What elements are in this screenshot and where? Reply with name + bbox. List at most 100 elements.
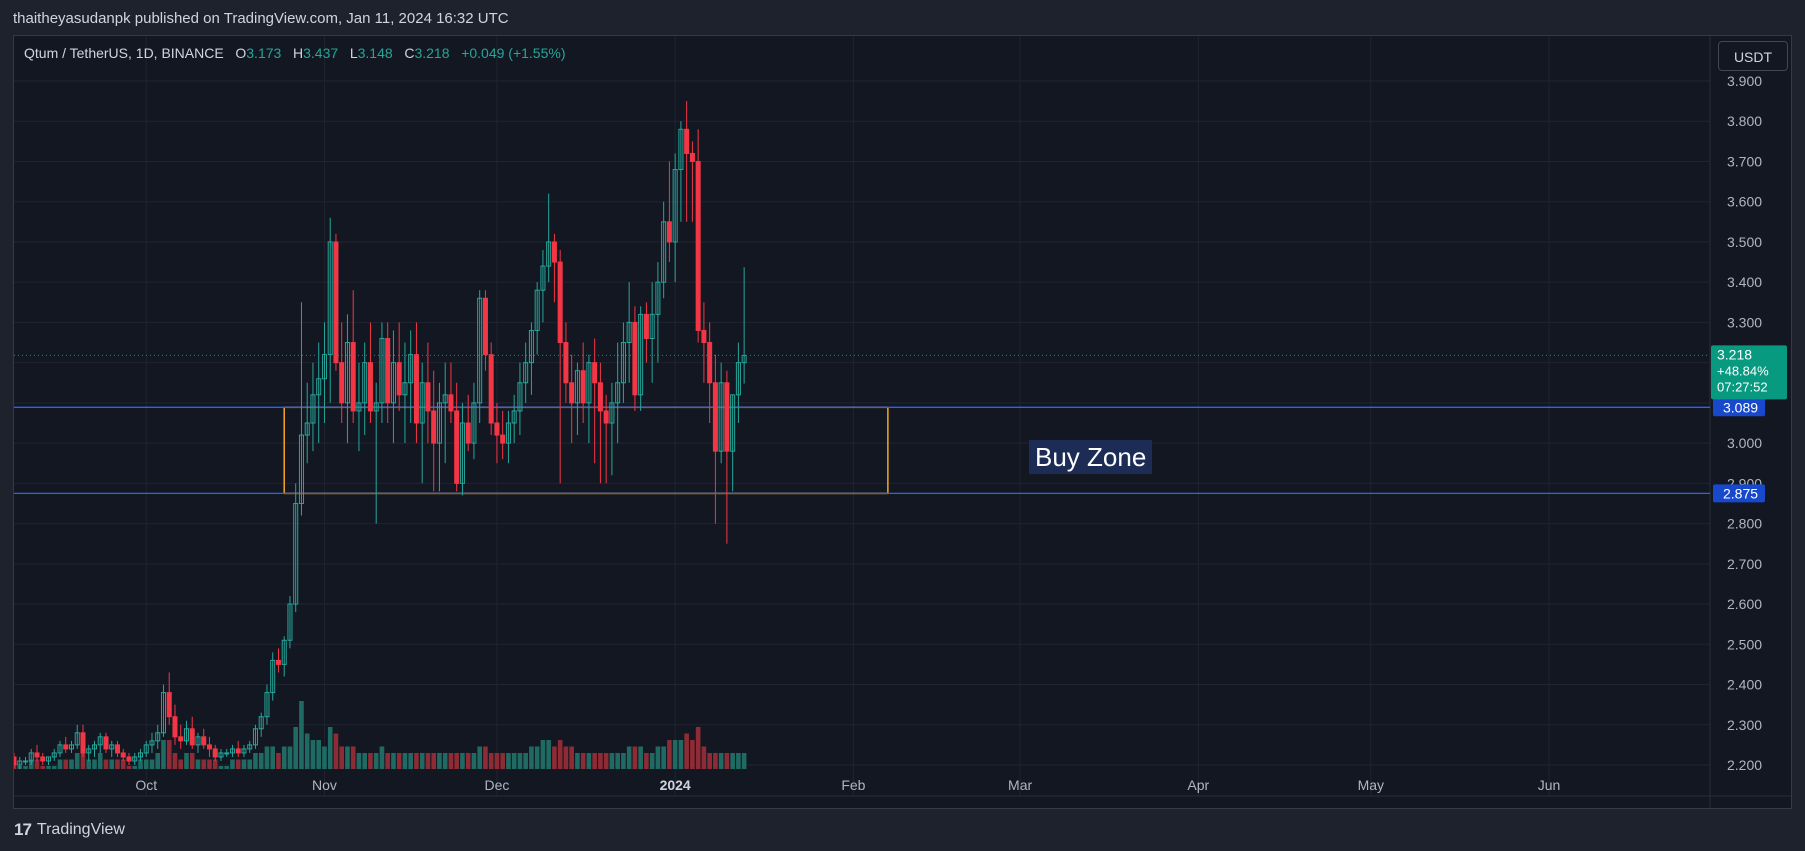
candle-body	[91, 744, 98, 750]
candle-body	[482, 297, 488, 356]
candle-body	[712, 382, 718, 452]
chart-panel[interactable]: 2.200 2.300 2.400 2.500 2.600 2.700 2.800 2.900…	[13, 35, 1792, 809]
volume-bar	[718, 753, 724, 769]
y-tick-label: 2.400	[1727, 677, 1762, 693]
candle-body	[436, 402, 442, 444]
candle-body	[592, 362, 598, 384]
candle-body	[103, 736, 109, 750]
y-tick-label: 2.200	[1727, 757, 1762, 773]
volume-bar	[471, 753, 477, 769]
candle-body	[74, 732, 80, 746]
candle-body	[540, 265, 546, 291]
level-badge	[1713, 398, 1765, 417]
candle-body	[701, 329, 707, 344]
volume-bar	[506, 753, 511, 769]
volume-bar	[402, 753, 408, 769]
x-tick-label: Nov	[312, 777, 337, 793]
y-tick-label: 3.800	[1727, 113, 1762, 129]
x-tick-label: Mar	[1008, 777, 1032, 793]
candle-body	[431, 410, 437, 444]
candle-body	[741, 354, 747, 364]
candle-body	[34, 752, 40, 758]
volume-bar	[701, 746, 707, 769]
candlestick-chart[interactable]: 2.2002.3002.4002.5002.6002.7002.8002.900…	[14, 36, 1791, 808]
volume-bar	[695, 727, 701, 769]
volume-bar	[609, 753, 615, 769]
candle-body	[212, 748, 218, 758]
candle-body	[195, 736, 201, 746]
candle-body	[620, 342, 626, 384]
candle-body	[189, 728, 195, 746]
candle-body	[603, 410, 609, 424]
volume-bar	[247, 759, 253, 769]
candle-body	[316, 378, 322, 396]
volume-bar	[46, 766, 51, 769]
candle-body	[132, 756, 138, 762]
candle-body	[183, 728, 189, 742]
candle-body	[471, 402, 477, 444]
candle-body	[344, 342, 350, 404]
candle-body	[385, 338, 391, 404]
volume-bar	[500, 753, 505, 769]
y-tick-label: 3.900	[1727, 73, 1762, 89]
volume-bar	[546, 740, 551, 769]
legend-high-label: H	[292, 45, 304, 61]
candle-body	[367, 362, 373, 412]
candle-body	[241, 748, 247, 754]
volume-bar	[529, 746, 534, 769]
candle-body	[528, 329, 534, 364]
candle-body	[304, 422, 310, 436]
x-tick-label: Feb	[841, 777, 865, 793]
volume-bar	[333, 733, 339, 769]
volume-bar	[189, 753, 195, 769]
volume-bar	[557, 740, 563, 769]
y-tick-label: 2.800	[1727, 516, 1762, 532]
candle-body	[494, 422, 500, 436]
candle-body	[68, 744, 75, 750]
y-tick-label: 3.600	[1727, 194, 1762, 210]
candle-body	[333, 241, 339, 364]
level-badge	[1713, 484, 1765, 503]
level-badge-label: 2.875	[1723, 485, 1758, 501]
volume-bar	[626, 746, 632, 769]
volume-bar	[212, 759, 218, 769]
volume-bar	[431, 753, 436, 769]
volume-bar	[166, 740, 172, 769]
volume-bar	[143, 759, 149, 769]
volume-bar	[442, 753, 448, 769]
candle-body	[442, 394, 448, 404]
candle-body	[258, 716, 264, 730]
tradingview-logo-icon: 17	[14, 820, 32, 839]
candle-body	[574, 370, 580, 404]
volume-bar	[684, 733, 689, 769]
candle-body	[63, 744, 69, 750]
candle-body	[160, 692, 166, 734]
currency-button[interactable]: USDT	[1718, 41, 1788, 71]
candle-body	[149, 740, 155, 746]
candle-body	[137, 752, 143, 758]
candle-body	[390, 362, 396, 404]
y-tick-label: 3.500	[1727, 234, 1762, 250]
bar-countdown: 07:27:52	[1717, 379, 1768, 394]
volume-bar	[494, 753, 500, 769]
y-tick-label: 3.000	[1727, 435, 1762, 451]
candle-body	[695, 160, 701, 331]
volume-bar	[690, 740, 695, 769]
tradingview-logo[interactable]: 17 TradingView	[14, 820, 125, 840]
candle-body	[643, 313, 649, 340]
volume-bar	[644, 753, 649, 769]
candle-body	[281, 639, 287, 665]
volume-bar	[603, 753, 609, 769]
volume-bar	[661, 746, 666, 769]
candle-body	[166, 692, 172, 718]
candle-body	[557, 261, 563, 344]
candle-body	[505, 422, 511, 444]
candle-body	[448, 394, 454, 412]
volume-bar	[103, 759, 109, 769]
x-tick-label: 2024	[660, 777, 691, 793]
x-tick-label: May	[1358, 777, 1384, 793]
candle-body	[206, 744, 212, 750]
volume-bar	[483, 746, 488, 769]
candle-body	[678, 128, 684, 171]
candle-body	[264, 692, 270, 718]
